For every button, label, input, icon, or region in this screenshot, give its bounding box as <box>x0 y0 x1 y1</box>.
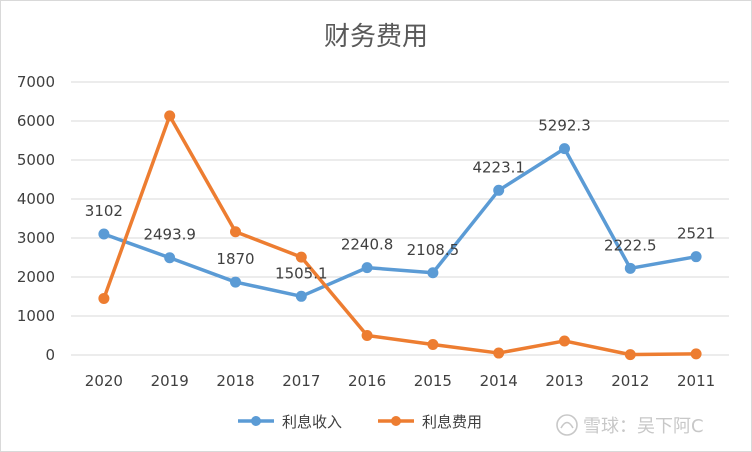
data-label: 2222.5 <box>604 236 657 254</box>
y-tick-label: 5000 <box>17 151 55 169</box>
y-tick-label: 7000 <box>17 73 55 91</box>
data-point <box>559 143 570 155</box>
y-tick-label: 2000 <box>17 268 55 286</box>
series-2 <box>98 110 702 361</box>
snowball-logo-icon <box>556 414 578 436</box>
data-point <box>361 330 373 341</box>
data-point <box>427 267 439 279</box>
data-point <box>559 335 570 347</box>
data-point <box>624 262 636 274</box>
x-tick-label: 2015 <box>414 372 452 390</box>
data-label: 2108.5 <box>407 241 460 259</box>
x-tick-label: 2020 <box>85 372 123 390</box>
x-tick-label: 2011 <box>677 372 715 390</box>
y-tick-label: 6000 <box>17 112 55 130</box>
axes: 0 1000 2000 3000 4000 5000 6000 7000 2020 2019 201… <box>17 73 715 390</box>
x-tick-label: 2014 <box>480 372 518 390</box>
y-tick-label: 0 <box>45 346 55 364</box>
legend: 利息收入 利息费用 <box>238 413 482 431</box>
data-label: 1870 <box>216 250 254 268</box>
data-point <box>295 251 307 263</box>
data-point <box>690 348 702 360</box>
x-tick-label: 2017 <box>282 372 320 390</box>
legend-item: 利息费用 <box>378 413 482 431</box>
series-layer <box>98 110 702 361</box>
y-tick-label: 1000 <box>17 307 55 325</box>
data-label: 4223.1 <box>472 158 525 176</box>
data-point <box>690 251 702 263</box>
x-tick-label: 2018 <box>216 372 254 390</box>
legend-label: 利息费用 <box>422 413 482 431</box>
data-label: 2521 <box>677 225 715 243</box>
data-label: 2240.8 <box>341 236 394 254</box>
data-label: 2493.9 <box>143 226 196 244</box>
x-tick-label: 2013 <box>545 372 583 390</box>
data-label: 5292.3 <box>538 117 591 135</box>
legend-marker <box>391 416 401 426</box>
data-point <box>493 347 505 359</box>
series-line <box>102 146 698 299</box>
data-point <box>230 226 241 238</box>
data-label: 3102 <box>85 202 123 220</box>
data-point <box>427 338 439 350</box>
x-tick-label: 2012 <box>611 372 649 390</box>
data-point <box>230 276 241 288</box>
data-label: 1505.1 <box>275 264 328 282</box>
data-point <box>98 292 110 304</box>
watermark-text: 雪球：吴下阿C <box>583 416 704 437</box>
watermark: 雪球：吴下阿C <box>556 414 704 437</box>
data-point <box>98 228 110 240</box>
legend-label: 利息收入 <box>282 413 342 431</box>
data-point <box>624 349 636 361</box>
chart-title: 财务费用 <box>324 22 428 52</box>
data-point <box>493 184 505 196</box>
y-tick-label: 3000 <box>17 229 55 247</box>
data-labels: 3102 2493.9 1870 1505.1 2240.8 2108.5 4223.1 52… <box>85 117 715 283</box>
series-1 <box>98 143 702 302</box>
gridlines <box>71 81 729 356</box>
data-point <box>295 290 307 302</box>
x-tick-label: 2016 <box>348 372 386 390</box>
data-point <box>361 262 373 274</box>
series-line <box>102 114 698 357</box>
y-tick-label: 4000 <box>17 190 55 208</box>
legend-marker <box>251 416 261 426</box>
x-tick-label: 2019 <box>151 372 189 390</box>
data-point <box>164 110 176 122</box>
data-point <box>164 252 176 264</box>
legend-item: 利息收入 <box>238 413 342 431</box>
